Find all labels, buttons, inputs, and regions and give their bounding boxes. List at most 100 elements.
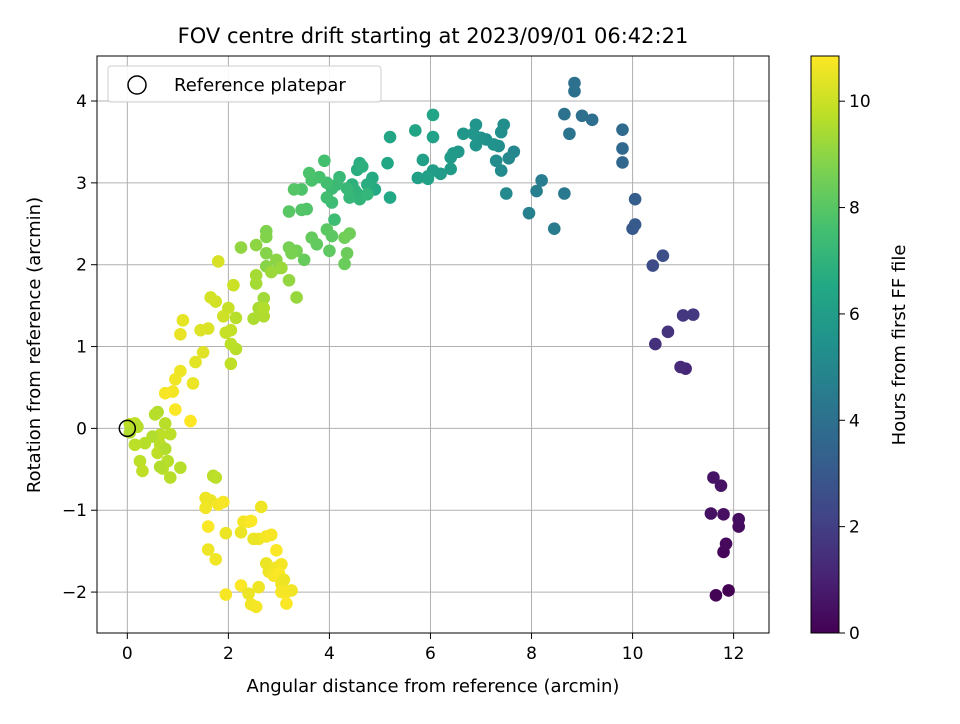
data-point [320,191,334,204]
data-point [575,109,589,123]
data-point [499,187,513,200]
data-point [616,156,629,169]
y-tick-label: −1 [62,501,87,521]
data-point [199,501,212,515]
data-point [628,192,642,206]
data-point [340,246,354,260]
data-point [416,153,430,167]
y-tick-label: 3 [76,174,87,194]
y-tick-label: 0 [76,419,87,439]
data-point [522,206,536,220]
colorbar [810,55,840,634]
data-point [247,312,260,326]
data-point [709,589,723,602]
y-tick-label: 2 [76,256,87,276]
data-point [469,138,483,152]
data-point [287,183,301,196]
data-point [224,337,238,351]
data-point [234,241,248,254]
colorbar-tick-label: 2 [849,518,860,538]
data-point [383,191,397,204]
data-point [247,532,260,546]
x-tick-label: 12 [723,644,745,664]
y-tick-label: −2 [62,583,87,603]
data-point [176,314,190,327]
data-point [194,323,207,337]
colorbar-tick-label: 10 [849,92,871,112]
x-tick-label: 10 [622,644,644,664]
data-point [163,427,177,441]
data-point [444,162,457,176]
colorbar-tick-label: 6 [849,305,860,325]
y-axis-ticks: −2 −1 0 1 2 3 4 [62,92,97,603]
data-point [259,246,273,260]
y-axis-label: Rotation from reference (arcmin) [24,197,45,493]
data-points [123,76,745,614]
colorbar-tick-label: 0 [849,624,860,644]
data-point [411,171,425,185]
data-point [174,327,187,341]
data-point [244,514,258,528]
data-point [722,584,735,597]
data-point [189,355,202,369]
data-point [628,218,642,231]
data-point [148,408,162,421]
data-point [275,585,288,599]
data-point [282,273,296,287]
data-point [234,579,248,592]
data-point [219,326,233,339]
y-tick-label: 1 [76,338,87,358]
legend: Reference platepar [107,65,382,103]
data-point [201,520,215,533]
data-point [494,125,508,139]
data-point [275,261,288,275]
data-point [361,178,374,191]
x-tick-label: 6 [425,644,436,664]
x-tick-label: 8 [526,644,537,664]
data-point [259,230,273,244]
x-axis-label: Angular distance from reference (arcmin) [247,676,620,697]
data-point [128,438,142,452]
data-point [444,151,457,164]
data-point [184,414,197,428]
plot-area-frame [96,55,770,634]
data-point [209,471,223,484]
data-point [204,291,217,304]
data-point [558,107,571,121]
data-point [676,309,690,322]
data-point [282,205,296,218]
data-point [328,213,341,226]
data-point [229,311,243,325]
x-tick-label: 2 [223,644,234,664]
data-point [169,372,182,386]
data-point [489,154,503,168]
data-point [249,600,263,614]
chart-title: FOV centre drift starting at 2023/09/01 … [178,24,689,48]
data-point [381,156,394,170]
data-point [719,537,733,551]
data-point [211,255,225,268]
data-point [280,597,293,610]
data-point [661,325,675,339]
data-point [707,471,720,484]
data-point [242,587,255,601]
data-point [252,580,265,594]
data-point [257,301,271,315]
data-point [409,124,422,137]
data-point [487,138,500,151]
colorbar-tick-label: 4 [849,411,860,431]
data-point [169,403,182,416]
data-point [585,113,599,127]
data-point [257,291,271,305]
data-point [717,508,730,521]
data-point [338,231,351,244]
colorbar-ticks: 0 2 4 6 8 10 [839,92,871,644]
data-point [295,203,308,217]
legend-label: Reference platepar [174,75,346,96]
data-point [305,231,319,244]
x-tick-label: 0 [122,644,133,664]
data-point [163,471,177,484]
data-point [219,526,233,540]
data-point [265,265,278,279]
